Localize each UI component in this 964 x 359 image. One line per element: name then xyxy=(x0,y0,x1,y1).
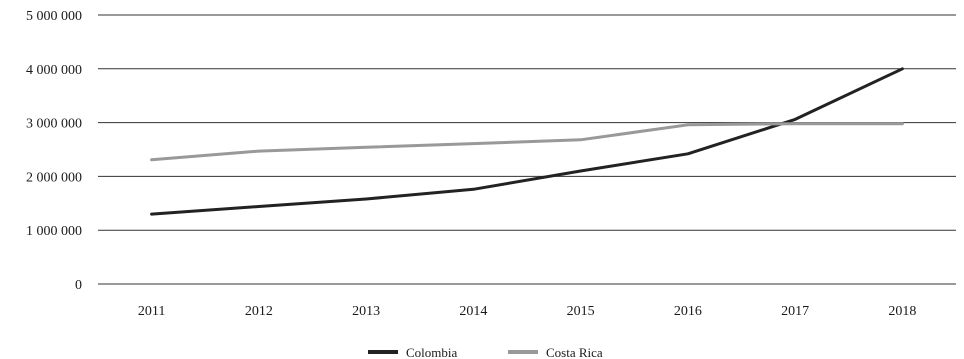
x-tick-label: 2011 xyxy=(138,304,165,319)
x-tick-label: 2014 xyxy=(459,304,487,319)
x-tick-label: 2012 xyxy=(245,304,273,319)
series-lines xyxy=(150,67,904,216)
legend: Colombia Costa Rica xyxy=(368,345,603,359)
x-tick-label: 2015 xyxy=(567,304,595,319)
series-line-costa-rica xyxy=(150,122,904,162)
y-tick-label: 4 000 000 xyxy=(26,63,82,78)
x-axis-tick-labels: 2011 2012 2013 2014 2015 2016 2017 2018 xyxy=(138,304,916,319)
x-tick-label: 2018 xyxy=(888,304,916,319)
y-tick-label: 1 000 000 xyxy=(26,224,82,239)
gridlines xyxy=(98,14,956,285)
x-tick-label: 2013 xyxy=(352,304,380,319)
y-tick-label: 0 xyxy=(75,278,82,293)
legend-label: Costa Rica xyxy=(546,345,603,359)
y-tick-label: 5 000 000 xyxy=(26,9,82,24)
legend-label: Colombia xyxy=(406,345,458,359)
y-axis-tick-labels: 0 1 000 000 2 000 000 3 000 000 4 000 000 5 0… xyxy=(26,9,82,293)
x-tick-label: 2017 xyxy=(781,304,809,319)
y-tick-label: 3 000 000 xyxy=(26,117,82,132)
x-tick-label: 2016 xyxy=(674,304,702,319)
y-tick-label: 2 000 000 xyxy=(26,170,82,185)
